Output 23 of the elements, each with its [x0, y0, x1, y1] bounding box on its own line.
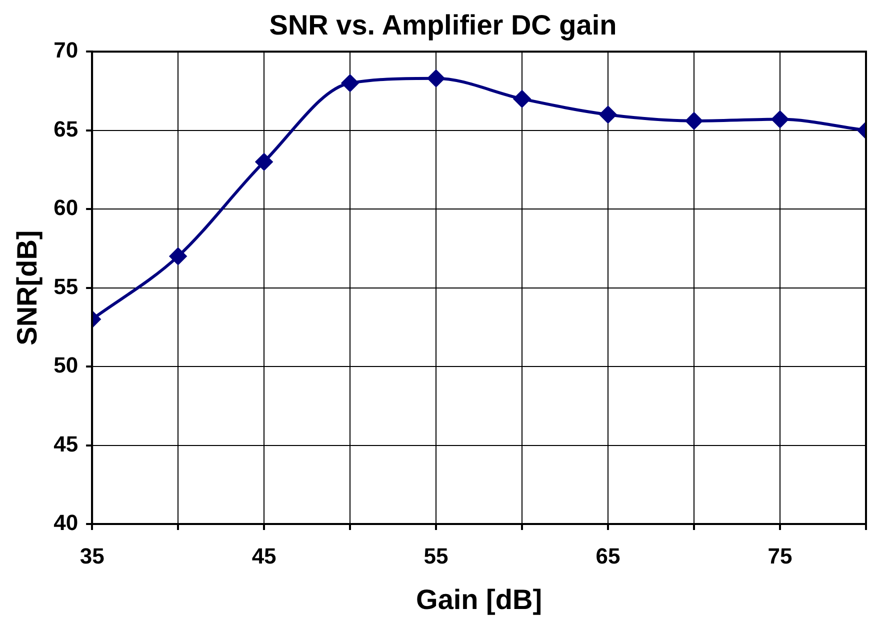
- x-tick-label: 35: [80, 543, 104, 568]
- x-axis-title: Gain [dB]: [416, 584, 542, 615]
- point: [686, 112, 703, 130]
- x-tick-label: 75: [768, 543, 792, 568]
- y-tick-label: 60: [54, 195, 78, 220]
- x-tick-label: 65: [596, 543, 620, 568]
- point: [600, 106, 617, 124]
- point: [170, 248, 187, 265]
- y-tick-label: 50: [54, 352, 78, 378]
- y-tick-label: 55: [54, 274, 78, 299]
- y-axis-title: SNR[dB]: [12, 230, 43, 346]
- y-tick-label: 65: [54, 116, 78, 142]
- point: [428, 70, 445, 87]
- point: [342, 74, 359, 92]
- y-tick-label: 70: [54, 38, 78, 63]
- y-tick-label: 45: [54, 431, 78, 456]
- y-tick-label: 40: [54, 510, 78, 536]
- point: [256, 153, 273, 170]
- point: [772, 110, 789, 128]
- point: [514, 90, 531, 108]
- chart-title: SNR vs. Amplifier DC gain: [269, 10, 617, 41]
- x-tick-label: 55: [424, 543, 448, 568]
- x-tick-label: 45: [252, 543, 276, 568]
